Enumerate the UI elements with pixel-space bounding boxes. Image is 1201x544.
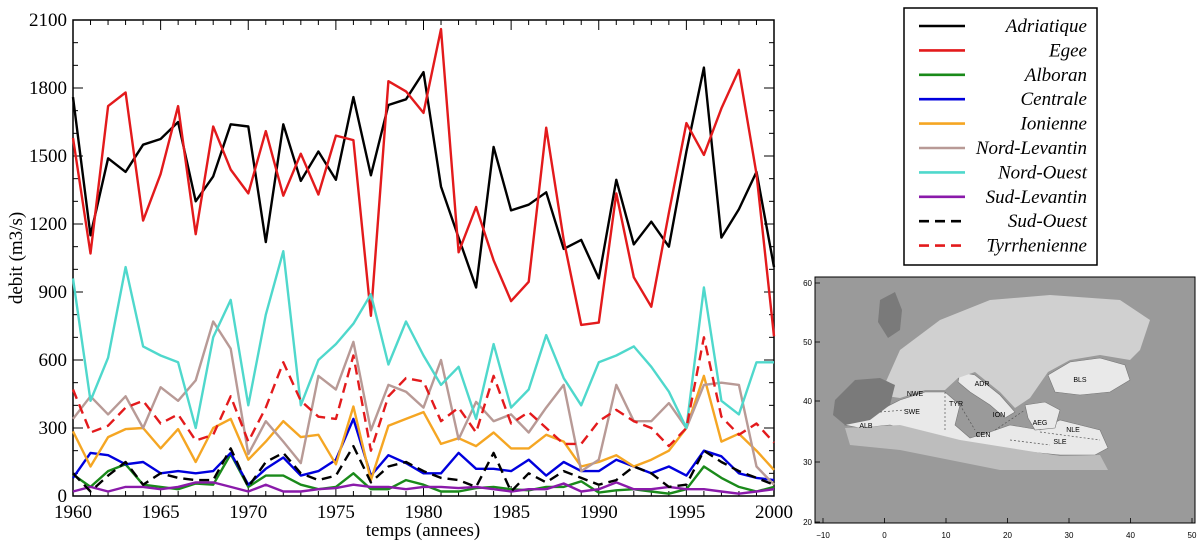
x-tick-label: 1980 [405, 502, 443, 523]
series-line-alboran [72, 452, 775, 495]
map-region-label: CEN [976, 432, 991, 439]
map-region-label: NLE [1066, 427, 1080, 434]
map-lat-label: 30 [803, 458, 812, 467]
x-tick-label: 1960 [54, 502, 92, 523]
map-lat-label: 60 [803, 279, 812, 288]
series-line-ionienne [71, 374, 775, 482]
british-isles [878, 292, 902, 338]
north-africa-coast [845, 425, 1108, 470]
map-ticks: 60 50 40 30 20 −10 0 10 20 30 40 50 [803, 279, 1197, 540]
map-lon-label: 20 [1003, 531, 1012, 540]
map-lat-label: 40 [803, 397, 812, 406]
series-line-centrale [72, 417, 775, 486]
map-lon-label: 40 [1126, 531, 1135, 540]
map-region-label: SLE [1053, 439, 1067, 446]
series-lines [71, 27, 776, 495]
legend-label: Tyrrhenienne [986, 236, 1087, 257]
subbasin-dividers [879, 392, 1101, 446]
y-tick-label: 2100 [29, 10, 67, 31]
y-tick-label: 600 [39, 350, 68, 371]
legend: Adriatique Egee Alboran Centrale Ionienne Nor… [919, 16, 1088, 257]
x-axis-title: temps (annees) [366, 520, 480, 541]
map-lat-label: 20 [803, 518, 812, 527]
map-lon-label: 50 [1188, 531, 1197, 540]
y-tick-label: 1200 [29, 214, 67, 235]
map-region-label: ION [993, 412, 1005, 419]
map-region-label: NWE [907, 391, 924, 398]
map-lat-label: 50 [803, 338, 812, 347]
x-tick-label: 1975 [317, 502, 355, 523]
y-axis-title: debit (m3/s) [6, 212, 27, 304]
map-region-label: TYR [949, 401, 963, 408]
y-tick-label: 900 [39, 282, 68, 303]
legend-label: Sud-Levantin [986, 187, 1087, 208]
map-labels: NWE SWE ALB TYR ADR ION CEN AEG NLE SLE BLS [859, 377, 1087, 446]
series-line-sud-ouest [72, 444, 775, 493]
map-lon-label: 30 [1065, 531, 1074, 540]
map-region-label: ALB [859, 423, 873, 430]
x-tick-label: 2000 [755, 502, 793, 523]
plot-frame [72, 19, 775, 497]
legend-label: Sud-Ouest [1008, 211, 1088, 232]
map-lon-label: −10 [816, 531, 830, 540]
map-inset: NWE SWE ALB TYR ADR ION CEN AEG NLE SLE BLS 60 50 40… [803, 276, 1197, 540]
map-region-label: BLS [1073, 377, 1087, 384]
series-line-tyrrhenienne [71, 336, 775, 452]
series-line-adriatique [71, 66, 776, 289]
series-line-egee [71, 27, 776, 337]
series-line-nord-ouest [71, 249, 774, 430]
legend-label: Nord-Levantin [975, 138, 1087, 159]
y-tick-label: 1500 [29, 146, 67, 167]
map-lon-label: 0 [882, 531, 887, 540]
black-sea [1047, 357, 1131, 396]
europe-landmass [880, 295, 1150, 408]
map-region-label: SWE [904, 409, 920, 416]
x-tick-label: 1970 [229, 502, 267, 523]
x-tick-label: 1990 [580, 502, 618, 523]
iberia [833, 378, 895, 425]
adriatic-sea [957, 371, 1016, 419]
legend-label: Ionienne [1020, 114, 1087, 135]
series-line-nord-levantin [72, 320, 775, 486]
map-lon-label: 10 [942, 531, 951, 540]
series-line-sud-levantin [72, 481, 775, 495]
legend-label: Nord-Ouest [997, 162, 1088, 183]
y-tick-label: 0 [58, 486, 68, 507]
legend-label: Adriatique [1004, 16, 1087, 37]
legend-label: Egee [1048, 40, 1087, 61]
axis-ticks: 1960 1965 1970 1975 1980 1985 1990 1995 2000 0 300… [29, 10, 793, 523]
legend-label: Alboran [1023, 65, 1087, 86]
aegean-sea [1024, 401, 1061, 431]
map-region-label: ADR [975, 381, 990, 388]
x-tick-label: 1965 [142, 502, 180, 523]
map-region-label: AEG [1033, 420, 1048, 427]
x-tick-label: 1995 [667, 502, 705, 523]
y-tick-label: 1800 [29, 78, 67, 99]
y-tick-label: 300 [39, 418, 68, 439]
x-tick-label: 1985 [492, 502, 530, 523]
legend-label: Centrale [1021, 89, 1088, 110]
